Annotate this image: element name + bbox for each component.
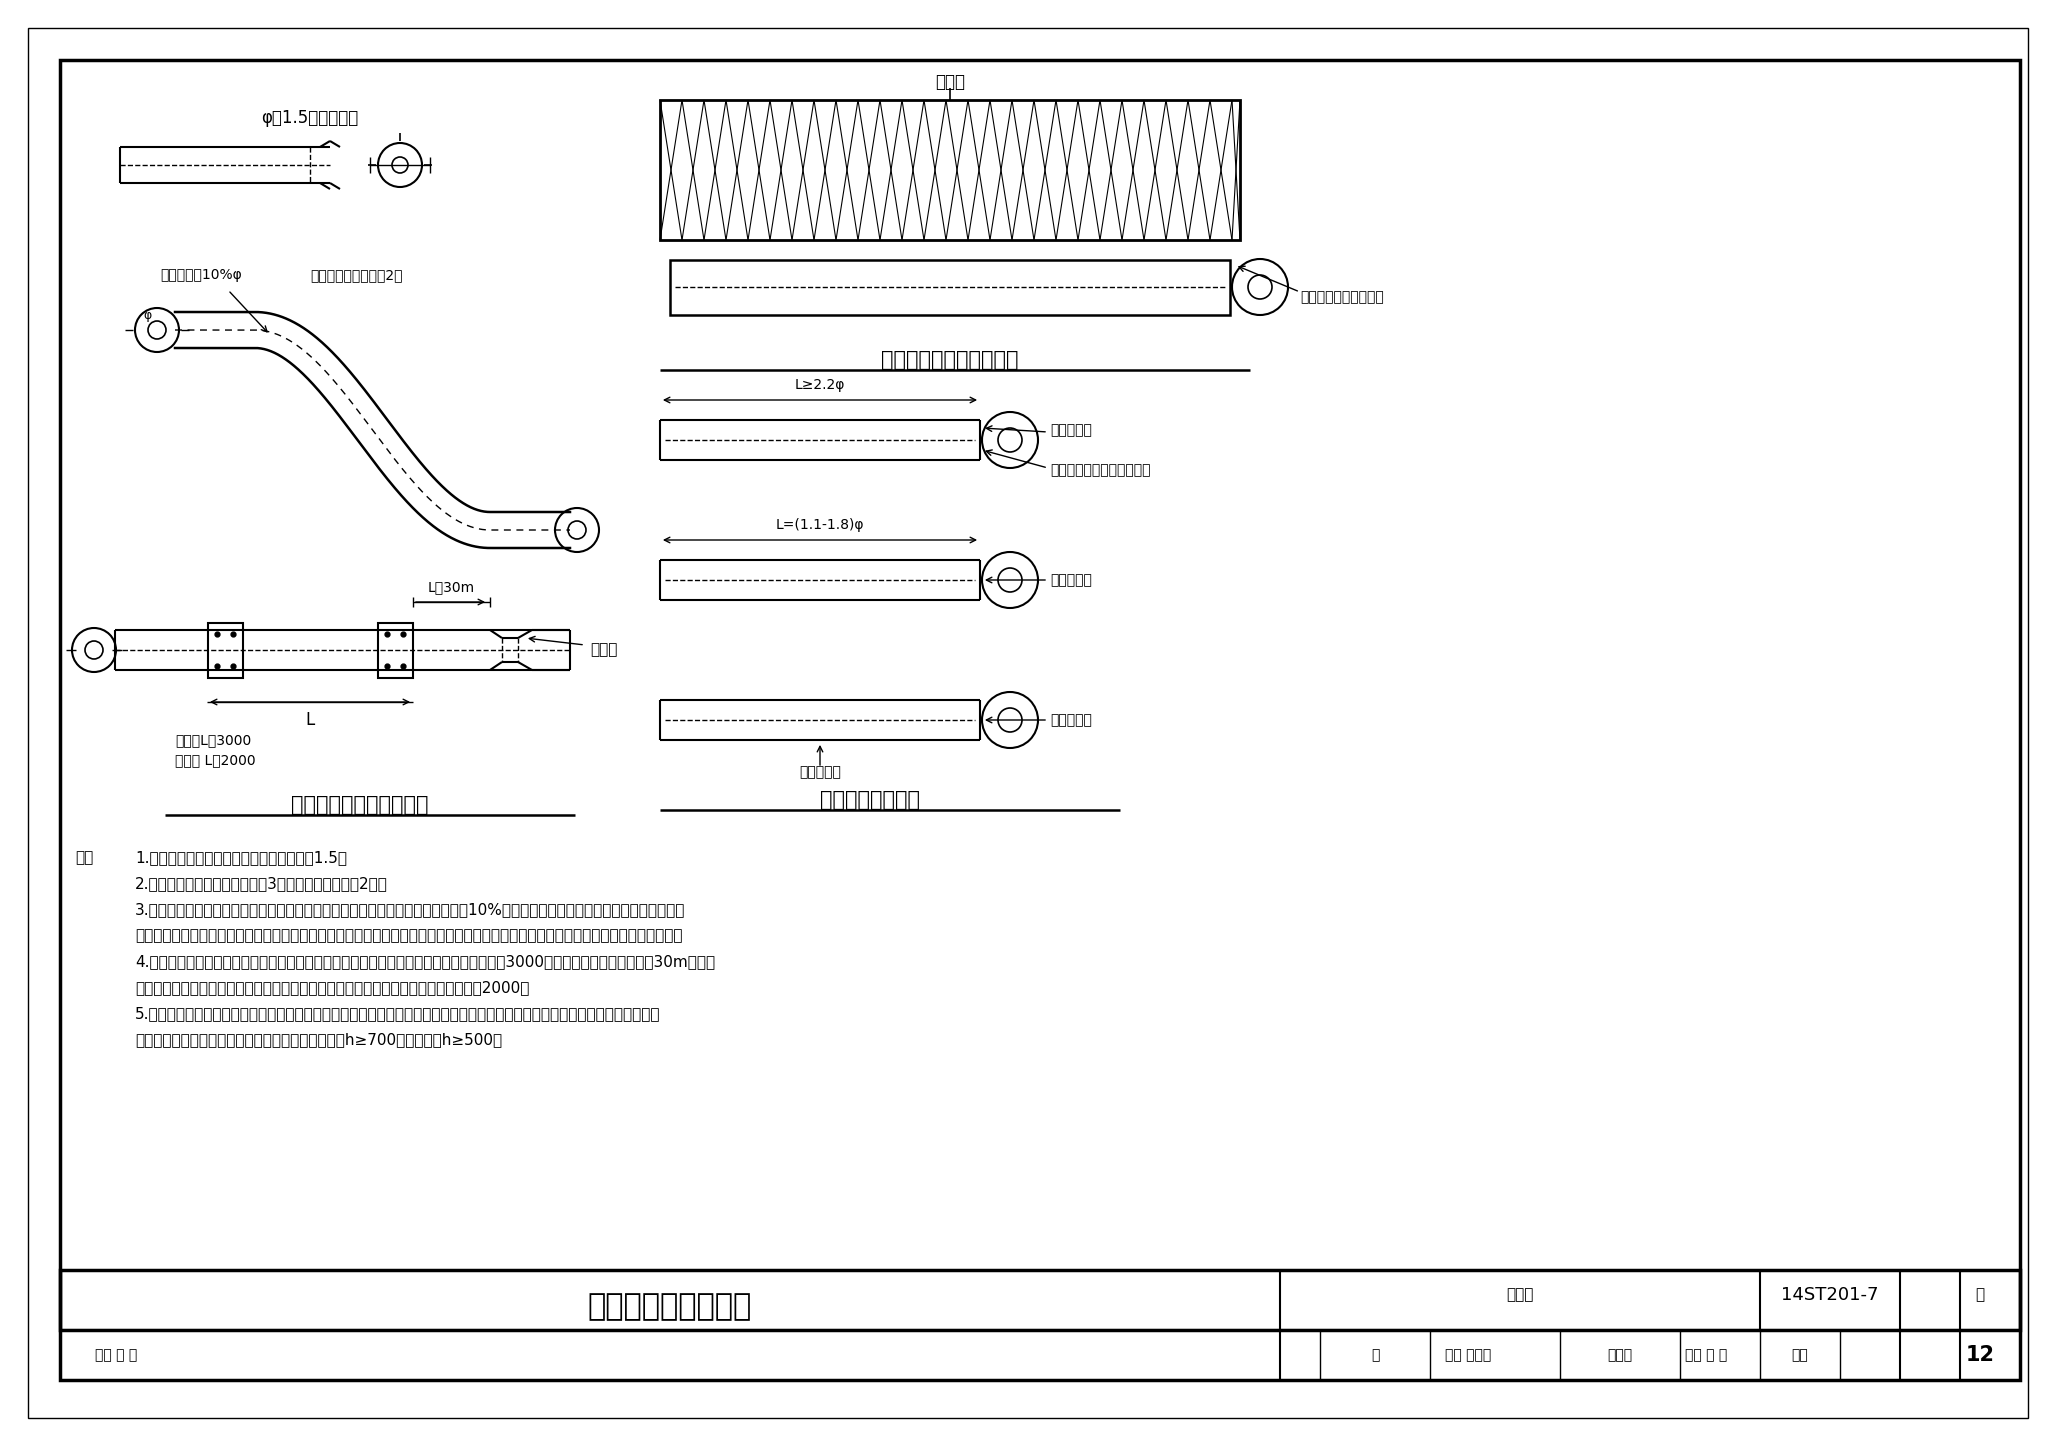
Bar: [209, 623, 244, 678]
Text: 电缆管接头俧视图: 电缆管接头俧视图: [819, 790, 920, 810]
Bar: [670, 260, 1231, 315]
Text: 小允许弯曲半径。管口应无毛刺和尖锐棱角。无防腐措施的金属电缆管应在外表涂防腐漆，镀锃管镀锃层剥落处也应涂涂以防腐漆。: 小允许弯曲半径。管口应无毛刺和尖锐棱角。无防腐措施的金属电缆管应在外表涂防腐漆，…: [135, 928, 682, 943]
Text: 胡珀: 胡珀: [1792, 1348, 1808, 1362]
Text: 连接套管或带螺纹的管接头: 连接套管或带螺纹的管接头: [1051, 463, 1151, 477]
Text: 审核 王 磊: 审核 王 磊: [94, 1348, 137, 1362]
Text: 电缆穿电缆管敞设俧视图: 电缆穿电缆管敞设俧视图: [291, 795, 428, 816]
Text: 校对 蔡志刚: 校对 蔡志刚: [1446, 1348, 1491, 1362]
Text: φ＞1.5倍线缆外径: φ＞1.5倍线缆外径: [262, 108, 358, 127]
Text: 1.　电缆管的内径与电缆外径之比不得小于1.5。: 1. 电缆管的内径与电缆外径之比不得小于1.5。: [135, 850, 346, 865]
Text: 回填土: 回填土: [936, 72, 965, 91]
Text: 金属电缆管: 金属电缆管: [1051, 424, 1092, 437]
Text: φ: φ: [143, 308, 152, 321]
Text: 蔡志刚: 蔡志刚: [1608, 1348, 1632, 1362]
Text: 每根电缆管直角弯＜2个: 每根电缆管直角弯＜2个: [309, 268, 403, 282]
Text: 电缆穿电缆管敞设图: 电缆穿电缆管敞设图: [588, 1293, 752, 1322]
Text: 硬质塑料管: 硬质塑料管: [1051, 573, 1092, 587]
Text: 5.　敞设混凝土类电缆时，其地基应坚实、平整，不应有沉陋。敞设低熔碗玻璃等抗压不抗拉的电缆管材时，应在其下部添加钉筋: 5. 敞设混凝土类电缆时，其地基应坚实、平整，不应有沉陋。敞设低熔碗玻璃等抗压不…: [135, 1006, 662, 1021]
Text: 12: 12: [1966, 1345, 1995, 1365]
Text: 密封橡胶圈: 密封橡胶圈: [799, 765, 842, 779]
Text: 页: 页: [1976, 1287, 1985, 1303]
Text: 芝: 芝: [1370, 1348, 1378, 1362]
Text: 混凝土垫层。混凝土或玻璃管电缆管回填土厚度h≥700，人行道下h≥500。: 混凝土垫层。混凝土或玻璃管电缆管回填土厚度h≥700，人行道下h≥500。: [135, 1032, 502, 1047]
Bar: [59, 1270, 2019, 1379]
Text: 非金属 L＜2000: 非金属 L＜2000: [174, 753, 256, 766]
Text: L＞30m: L＞30m: [428, 580, 475, 594]
Text: 加装伸缩节；非金属类电缆管在敞设时应采用预制的支架固定，支架间距不应超过2000。: 加装伸缩节；非金属类电缆管在敞设时应采用预制的支架固定，支架间距不应超过2000…: [135, 980, 528, 995]
Text: 4.　电缆管应安装牢固，电缆管支持点间的距离应符合设计规定，设计无规定时，不应超过3000；当塑料管的直线长度超过30m时，宜: 4. 电缆管应安装牢固，电缆管支持点间的距离应符合设计规定，设计无规定时，不应超…: [135, 954, 715, 969]
Text: L: L: [305, 711, 315, 729]
Text: 混凝土或玻璃管电缆管: 混凝土或玻璃管电缆管: [1300, 291, 1384, 304]
Text: 弯扁程度＜10%φ: 弯扁程度＜10%φ: [160, 268, 242, 282]
Text: 3.　电缆管弯制后，不应有裂缝和显著的凹挡现象，其弯扁度不宜大于管子外径的10%；电缆管的弯曲半径不应小于所穿入电缆的最: 3. 电缆管弯制后，不应有裂缝和显著的凹挡现象，其弯扁度不宜大于管子外径的10%…: [135, 902, 686, 917]
Text: L=(1.1-1.8)φ: L=(1.1-1.8)φ: [776, 518, 864, 532]
Text: L≥2.2φ: L≥2.2φ: [795, 377, 846, 392]
Bar: [59, 59, 2019, 1330]
Text: 电缆管埋地敞设正立面图: 电缆管埋地敞设正立面图: [881, 350, 1018, 370]
Text: 设计 胡 珀: 设计 胡 珀: [1686, 1348, 1726, 1362]
Text: 金属管L＜3000: 金属管L＜3000: [174, 733, 252, 748]
Text: 2.　每根电缆管的弯头不应超过3个，直角弯不应超过2个。: 2. 每根电缆管的弯头不应超过3个，直角弯不应超过2个。: [135, 876, 387, 891]
Text: 硬质塑料管: 硬质塑料管: [1051, 713, 1092, 727]
Text: 图集号: 图集号: [1507, 1287, 1534, 1303]
Bar: [659, 100, 1239, 240]
Text: 伸缩节: 伸缩节: [590, 642, 616, 658]
Bar: [379, 623, 414, 678]
Text: 14ST201-7: 14ST201-7: [1782, 1285, 1878, 1304]
Text: 注：: 注：: [76, 850, 94, 865]
